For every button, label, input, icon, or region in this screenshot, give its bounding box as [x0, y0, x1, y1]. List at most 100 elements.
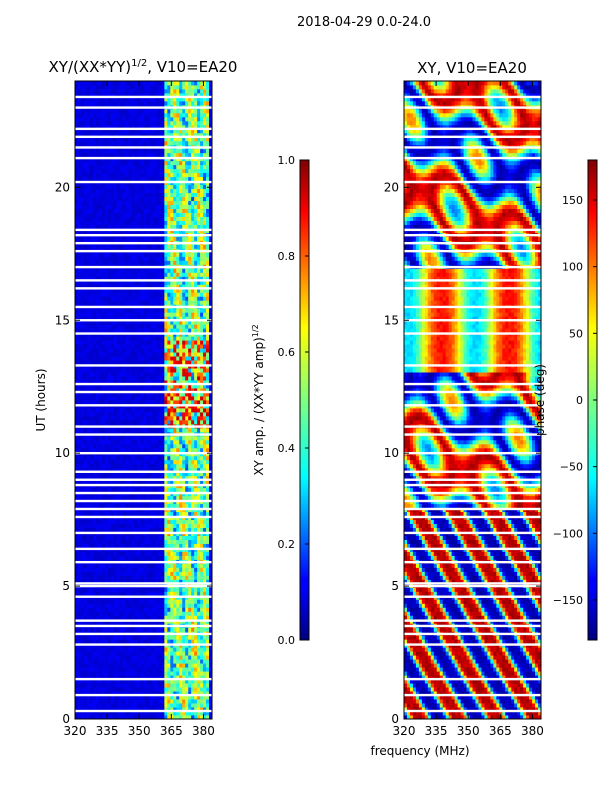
heatmap-cell: [185, 715, 189, 720]
heatmap-cell: [104, 695, 109, 700]
heatmap-cell: [203, 396, 207, 401]
heatmap-cell: [89, 427, 94, 433]
heatmap-cell: [191, 571, 195, 576]
heatmap-cell: [110, 368, 115, 373]
heatmap-cell: [209, 316, 213, 321]
heatmap-cell: [197, 579, 201, 584]
heatmap-cell: [200, 611, 204, 616]
heatmap-cell: [80, 703, 85, 708]
heatmap-cell: [77, 503, 82, 509]
heatmap-cell: [128, 591, 132, 596]
heatmap-cell: [77, 695, 82, 700]
heatmap-cell: [95, 328, 100, 333]
heatmap-cell: [92, 667, 97, 672]
heatmap-cell: [203, 320, 207, 325]
heatmap-cell: [161, 663, 165, 668]
heatmap-cell: [92, 687, 97, 692]
heatmap-cell: [155, 687, 159, 692]
heatmap-cell: [95, 411, 100, 417]
heatmap-cell: [128, 707, 132, 712]
heatmap-cell: [167, 487, 171, 493]
heatmap-cell: [107, 555, 112, 560]
heatmap-cell: [188, 591, 192, 596]
heatmap-cell: [143, 471, 147, 477]
heatmap-cell: [200, 523, 204, 528]
heatmap-cell: [209, 615, 213, 620]
heatmap-cell: [95, 699, 100, 704]
heatmap-cell: [188, 411, 192, 417]
heatmap-cell: [80, 599, 85, 604]
heatmap-cell: [75, 679, 79, 684]
heatmap-cell: [167, 495, 171, 501]
heatmap-cell: [191, 320, 195, 325]
heatmap-cell: [173, 352, 177, 357]
heatmap-cell: [170, 563, 174, 568]
heatmap-cell: [179, 563, 183, 568]
heatmap-cell: [155, 415, 159, 421]
heatmap-cell: [80, 695, 85, 700]
heatmap-cell: [182, 344, 186, 349]
heatmap-cell: [80, 396, 85, 401]
heatmap-cell: [161, 340, 165, 345]
heatmap-cell: [197, 687, 201, 692]
heatmap-cell: [110, 691, 115, 696]
heatmap-cell: [146, 511, 150, 517]
heatmap-cell: [107, 627, 112, 632]
heatmap-cell: [128, 372, 132, 377]
heatmap-cell: [116, 519, 121, 525]
heatmap-cell: [173, 563, 177, 568]
heatmap-cell: [128, 415, 132, 421]
heatmap-cell: [98, 455, 103, 461]
heatmap-cell: [197, 699, 201, 704]
heatmap-cell: [116, 707, 121, 712]
heatmap-cell: [131, 651, 135, 656]
heatmap-cell: [188, 651, 192, 656]
heatmap-cell: [197, 683, 201, 688]
heatmap-cell: [107, 707, 112, 712]
heatmap-cell: [176, 392, 180, 397]
heatmap-cell: [155, 667, 159, 672]
heatmap-cell: [149, 639, 153, 644]
heatmap-cell: [206, 539, 210, 544]
heatmap-cell: [89, 527, 94, 532]
heatmap-cell: [143, 308, 147, 313]
heatmap-cell: [182, 415, 186, 421]
heatmap-cell: [80, 647, 85, 652]
heatmap-cell: [110, 567, 115, 572]
heatmap-cell: [95, 455, 100, 461]
heatmap-cell: [155, 551, 159, 556]
heatmap-cell: [149, 356, 153, 361]
heatmap-cell: [77, 587, 82, 592]
heatmap-cell: [206, 308, 210, 313]
heatmap-cell: [155, 340, 159, 345]
heatmap-cell: [209, 575, 213, 580]
heatmap-cell: [77, 296, 82, 301]
heatmap-cell: [146, 467, 150, 473]
heatmap-cell: [155, 388, 159, 393]
heatmap-cell: [161, 659, 165, 664]
heatmap-cell: [131, 288, 135, 293]
heatmap-cell: [203, 328, 207, 333]
heatmap-cell: [134, 368, 138, 373]
heatmap-cell: [116, 571, 121, 576]
heatmap-cell: [200, 288, 204, 293]
heatmap-cell: [170, 344, 174, 349]
heatmap-cell: [86, 579, 91, 584]
heatmap-cell: [107, 427, 112, 433]
heatmap-cell: [188, 400, 192, 405]
amplitude-title: XY/(XX*YY)1/2, V10=EA20: [49, 58, 238, 76]
heatmap-cell: [167, 567, 171, 572]
heatmap-cell: [140, 439, 144, 445]
heatmap-cell: [143, 352, 147, 357]
heatmap-cell: [185, 328, 189, 333]
heatmap-cell: [185, 527, 189, 532]
heatmap-cell: [173, 651, 177, 656]
heatmap-cell: [182, 376, 186, 381]
heatmap-cell: [92, 459, 97, 465]
heatmap-cell: [119, 691, 124, 696]
heatmap-cell: [80, 388, 85, 393]
heatmap-cell: [140, 384, 144, 389]
heatmap-cell: [185, 459, 189, 465]
heatmap-cell: [122, 519, 127, 525]
heatmap-cell: [128, 411, 132, 417]
